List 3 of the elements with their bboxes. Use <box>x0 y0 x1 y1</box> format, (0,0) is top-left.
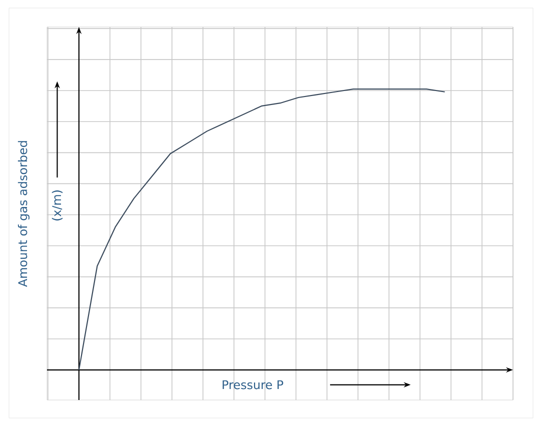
text: (x/m) <box>52 190 63 220</box>
x-axis-title: Pressure P <box>222 380 284 390</box>
y-axis-title: Amount of gas adsorbed <box>18 141 30 287</box>
